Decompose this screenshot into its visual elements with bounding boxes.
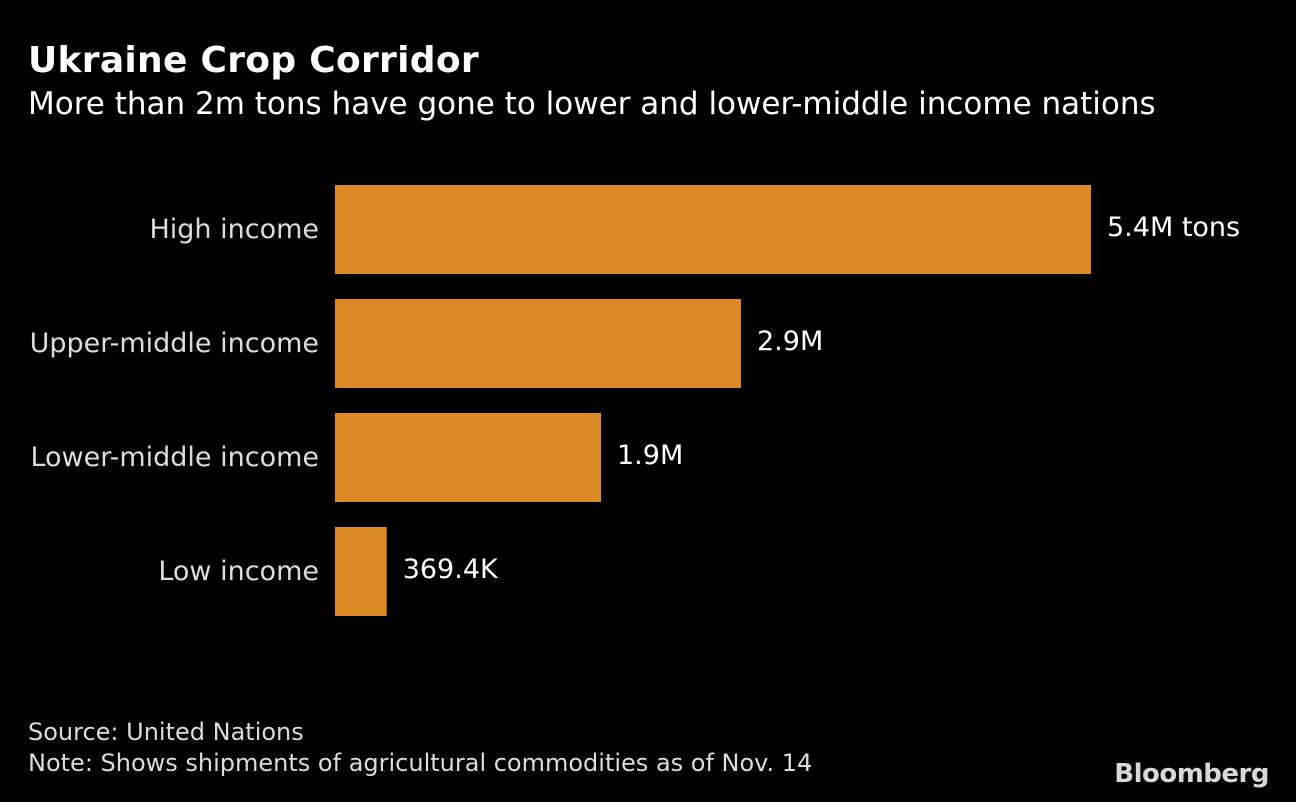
source-note: Source: United Nations	[28, 718, 304, 746]
bar-high-income	[335, 185, 1091, 274]
data-label: 369.4K	[403, 554, 499, 585]
category-label: High income	[149, 214, 319, 245]
data-label: 1.9M	[617, 440, 683, 471]
bar-low-income	[335, 527, 387, 616]
footnote: Note: Shows shipments of agricultural co…	[28, 749, 813, 777]
chart-subtitle: More than 2m tons have gone to lower and…	[28, 86, 1156, 122]
bar-lower-middle-income	[335, 413, 601, 502]
category-label: Lower-middle income	[30, 442, 319, 473]
category-label: Upper-middle income	[30, 328, 319, 359]
bar-upper-middle-income	[335, 299, 741, 388]
bloomberg-logo: Bloomberg	[1114, 759, 1269, 789]
chart-title: Ukraine Crop Corridor	[28, 40, 479, 81]
data-label: 2.9M	[757, 326, 823, 357]
data-label: 5.4M tons	[1107, 212, 1240, 243]
category-label: Low income	[158, 556, 319, 587]
